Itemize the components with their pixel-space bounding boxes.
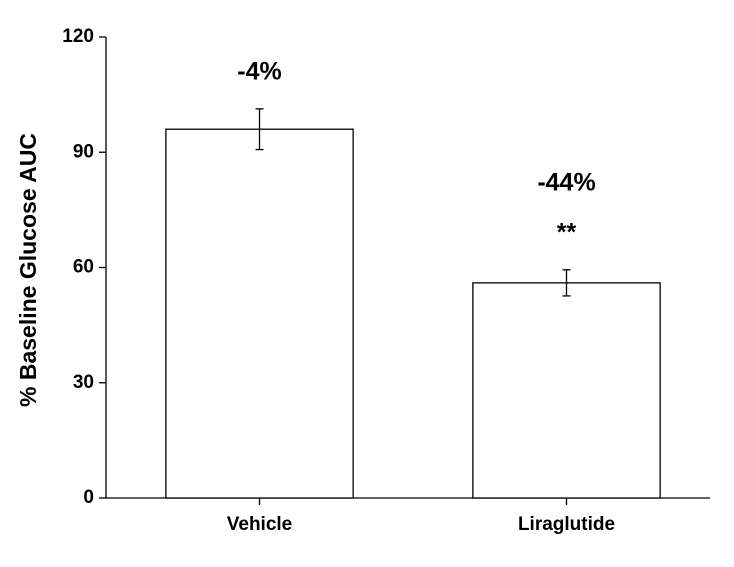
y-tick-label: 90 — [73, 141, 94, 162]
y-tick-label: 120 — [62, 26, 94, 47]
y-tick-label: 30 — [73, 372, 94, 393]
annotation: ** — [557, 218, 577, 246]
x-tick-label: Vehicle — [227, 514, 293, 535]
bar — [165, 128, 354, 499]
y-axis-label: % Baseline Glucose AUC — [15, 133, 41, 407]
bar — [472, 282, 661, 499]
annotation: -4% — [237, 57, 281, 85]
y-tick-label: 60 — [73, 257, 94, 278]
annotation: -44% — [537, 168, 595, 196]
y-tick-label: 0 — [83, 487, 94, 508]
x-tick-label: Liraglutide — [518, 514, 615, 535]
